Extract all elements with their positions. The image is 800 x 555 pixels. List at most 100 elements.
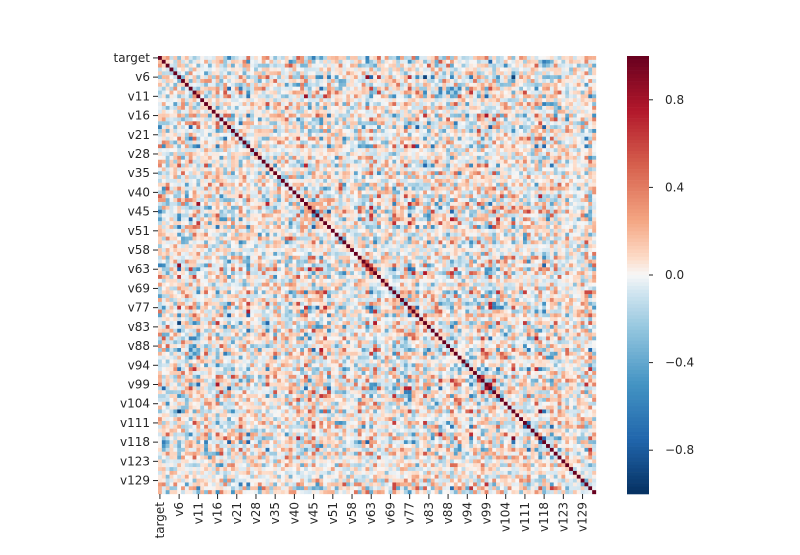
heatmap-cell	[476, 136, 481, 141]
heatmap-cell	[499, 79, 504, 84]
heatmap-cell	[546, 117, 551, 122]
heatmap-cell	[473, 63, 478, 68]
heatmap-cell	[165, 175, 170, 180]
heatmap-cell	[357, 155, 362, 160]
heatmap-cell	[546, 140, 551, 145]
heatmap-cell	[223, 56, 228, 60]
heatmap-cell	[369, 163, 374, 168]
heatmap-cell	[388, 198, 393, 203]
heatmap-cell	[588, 102, 593, 107]
heatmap-cell	[465, 144, 470, 149]
heatmap-cell	[246, 59, 251, 64]
heatmap-cell	[523, 109, 527, 114]
heatmap-cell	[411, 79, 416, 84]
heatmap-cell	[346, 121, 351, 126]
heatmap-cell	[338, 98, 343, 103]
heatmap-cell	[407, 221, 412, 226]
heatmap-cell	[576, 171, 581, 176]
heatmap-cell	[526, 125, 531, 130]
heatmap-cell	[169, 221, 174, 226]
heatmap-cell	[300, 86, 305, 91]
heatmap-cell	[188, 167, 193, 172]
heatmap-cell	[476, 79, 481, 84]
heatmap-cell	[273, 71, 278, 76]
heatmap-cell	[588, 79, 593, 84]
heatmap-cell	[484, 117, 489, 122]
heatmap-cell	[369, 98, 374, 103]
heatmap-cell	[380, 121, 385, 126]
heatmap-cell	[561, 125, 566, 130]
heatmap-cell	[511, 63, 516, 68]
heatmap-cell	[592, 194, 597, 199]
heatmap-cell	[592, 94, 597, 99]
heatmap-cell	[196, 190, 201, 195]
heatmap-cell	[542, 178, 547, 183]
heatmap-cell	[219, 129, 224, 133]
heatmap-cell	[242, 82, 247, 87]
heatmap-cell	[292, 186, 297, 191]
heatmap-cell	[188, 202, 193, 206]
heatmap-cell	[342, 105, 347, 110]
heatmap-cell	[442, 178, 447, 183]
heatmap-cell	[553, 71, 558, 76]
heatmap-cell	[254, 140, 259, 145]
heatmap-cell	[569, 63, 574, 68]
heatmap-cell	[515, 71, 520, 76]
heatmap-cell	[446, 67, 451, 72]
heatmap-cell	[215, 202, 220, 206]
heatmap-cell	[511, 205, 516, 210]
heatmap-cell	[373, 217, 378, 222]
heatmap-cell	[200, 186, 205, 191]
heatmap-cell	[231, 159, 235, 164]
heatmap-cell	[499, 202, 504, 206]
heatmap-cell	[465, 194, 470, 199]
heatmap-cell	[488, 221, 493, 226]
heatmap-cell	[327, 209, 332, 214]
heatmap-cell	[580, 205, 585, 210]
heatmap-cell	[284, 194, 289, 199]
heatmap-cell	[519, 109, 524, 114]
heatmap-cell	[177, 79, 182, 84]
heatmap-cell	[423, 171, 428, 176]
heatmap-cell	[423, 59, 428, 64]
heatmap-cell	[277, 67, 282, 72]
heatmap-cell	[219, 79, 224, 84]
heatmap-cell	[284, 152, 289, 157]
heatmap-cell	[496, 98, 501, 103]
heatmap-cell	[292, 90, 297, 95]
heatmap-cell	[315, 148, 320, 153]
heatmap-cell	[377, 152, 381, 157]
heatmap-cell	[169, 98, 174, 103]
heatmap-cell	[207, 217, 212, 222]
heatmap-cell	[223, 182, 228, 187]
heatmap-cell	[234, 90, 239, 95]
heatmap-cell	[257, 117, 262, 122]
heatmap-cell	[430, 144, 435, 149]
heatmap-cell	[553, 217, 558, 222]
heatmap-cell	[592, 121, 597, 126]
heatmap-cell	[446, 198, 451, 203]
heatmap-cell	[492, 186, 497, 191]
heatmap-cell	[273, 205, 278, 210]
heatmap-cell	[569, 136, 574, 141]
heatmap-cell	[246, 67, 251, 72]
heatmap-cell	[415, 221, 420, 226]
heatmap-cell	[227, 86, 232, 91]
heatmap-cell	[234, 67, 239, 72]
heatmap-cell	[538, 144, 543, 149]
heatmap-cell	[334, 175, 339, 180]
heatmap-cell	[461, 178, 466, 183]
heatmap-cell	[165, 178, 170, 183]
heatmap-cell	[542, 155, 547, 160]
heatmap-cell	[457, 63, 462, 68]
heatmap-cell	[284, 198, 289, 203]
heatmap-cell	[211, 86, 216, 91]
heatmap-cell	[161, 71, 166, 76]
heatmap-cell	[388, 217, 393, 222]
heatmap-cell	[400, 71, 405, 76]
heatmap-cell	[392, 182, 397, 187]
heatmap-cell	[346, 136, 351, 141]
heatmap-cell	[484, 159, 489, 164]
heatmap-cell	[181, 117, 186, 122]
heatmap-cell	[177, 205, 182, 210]
